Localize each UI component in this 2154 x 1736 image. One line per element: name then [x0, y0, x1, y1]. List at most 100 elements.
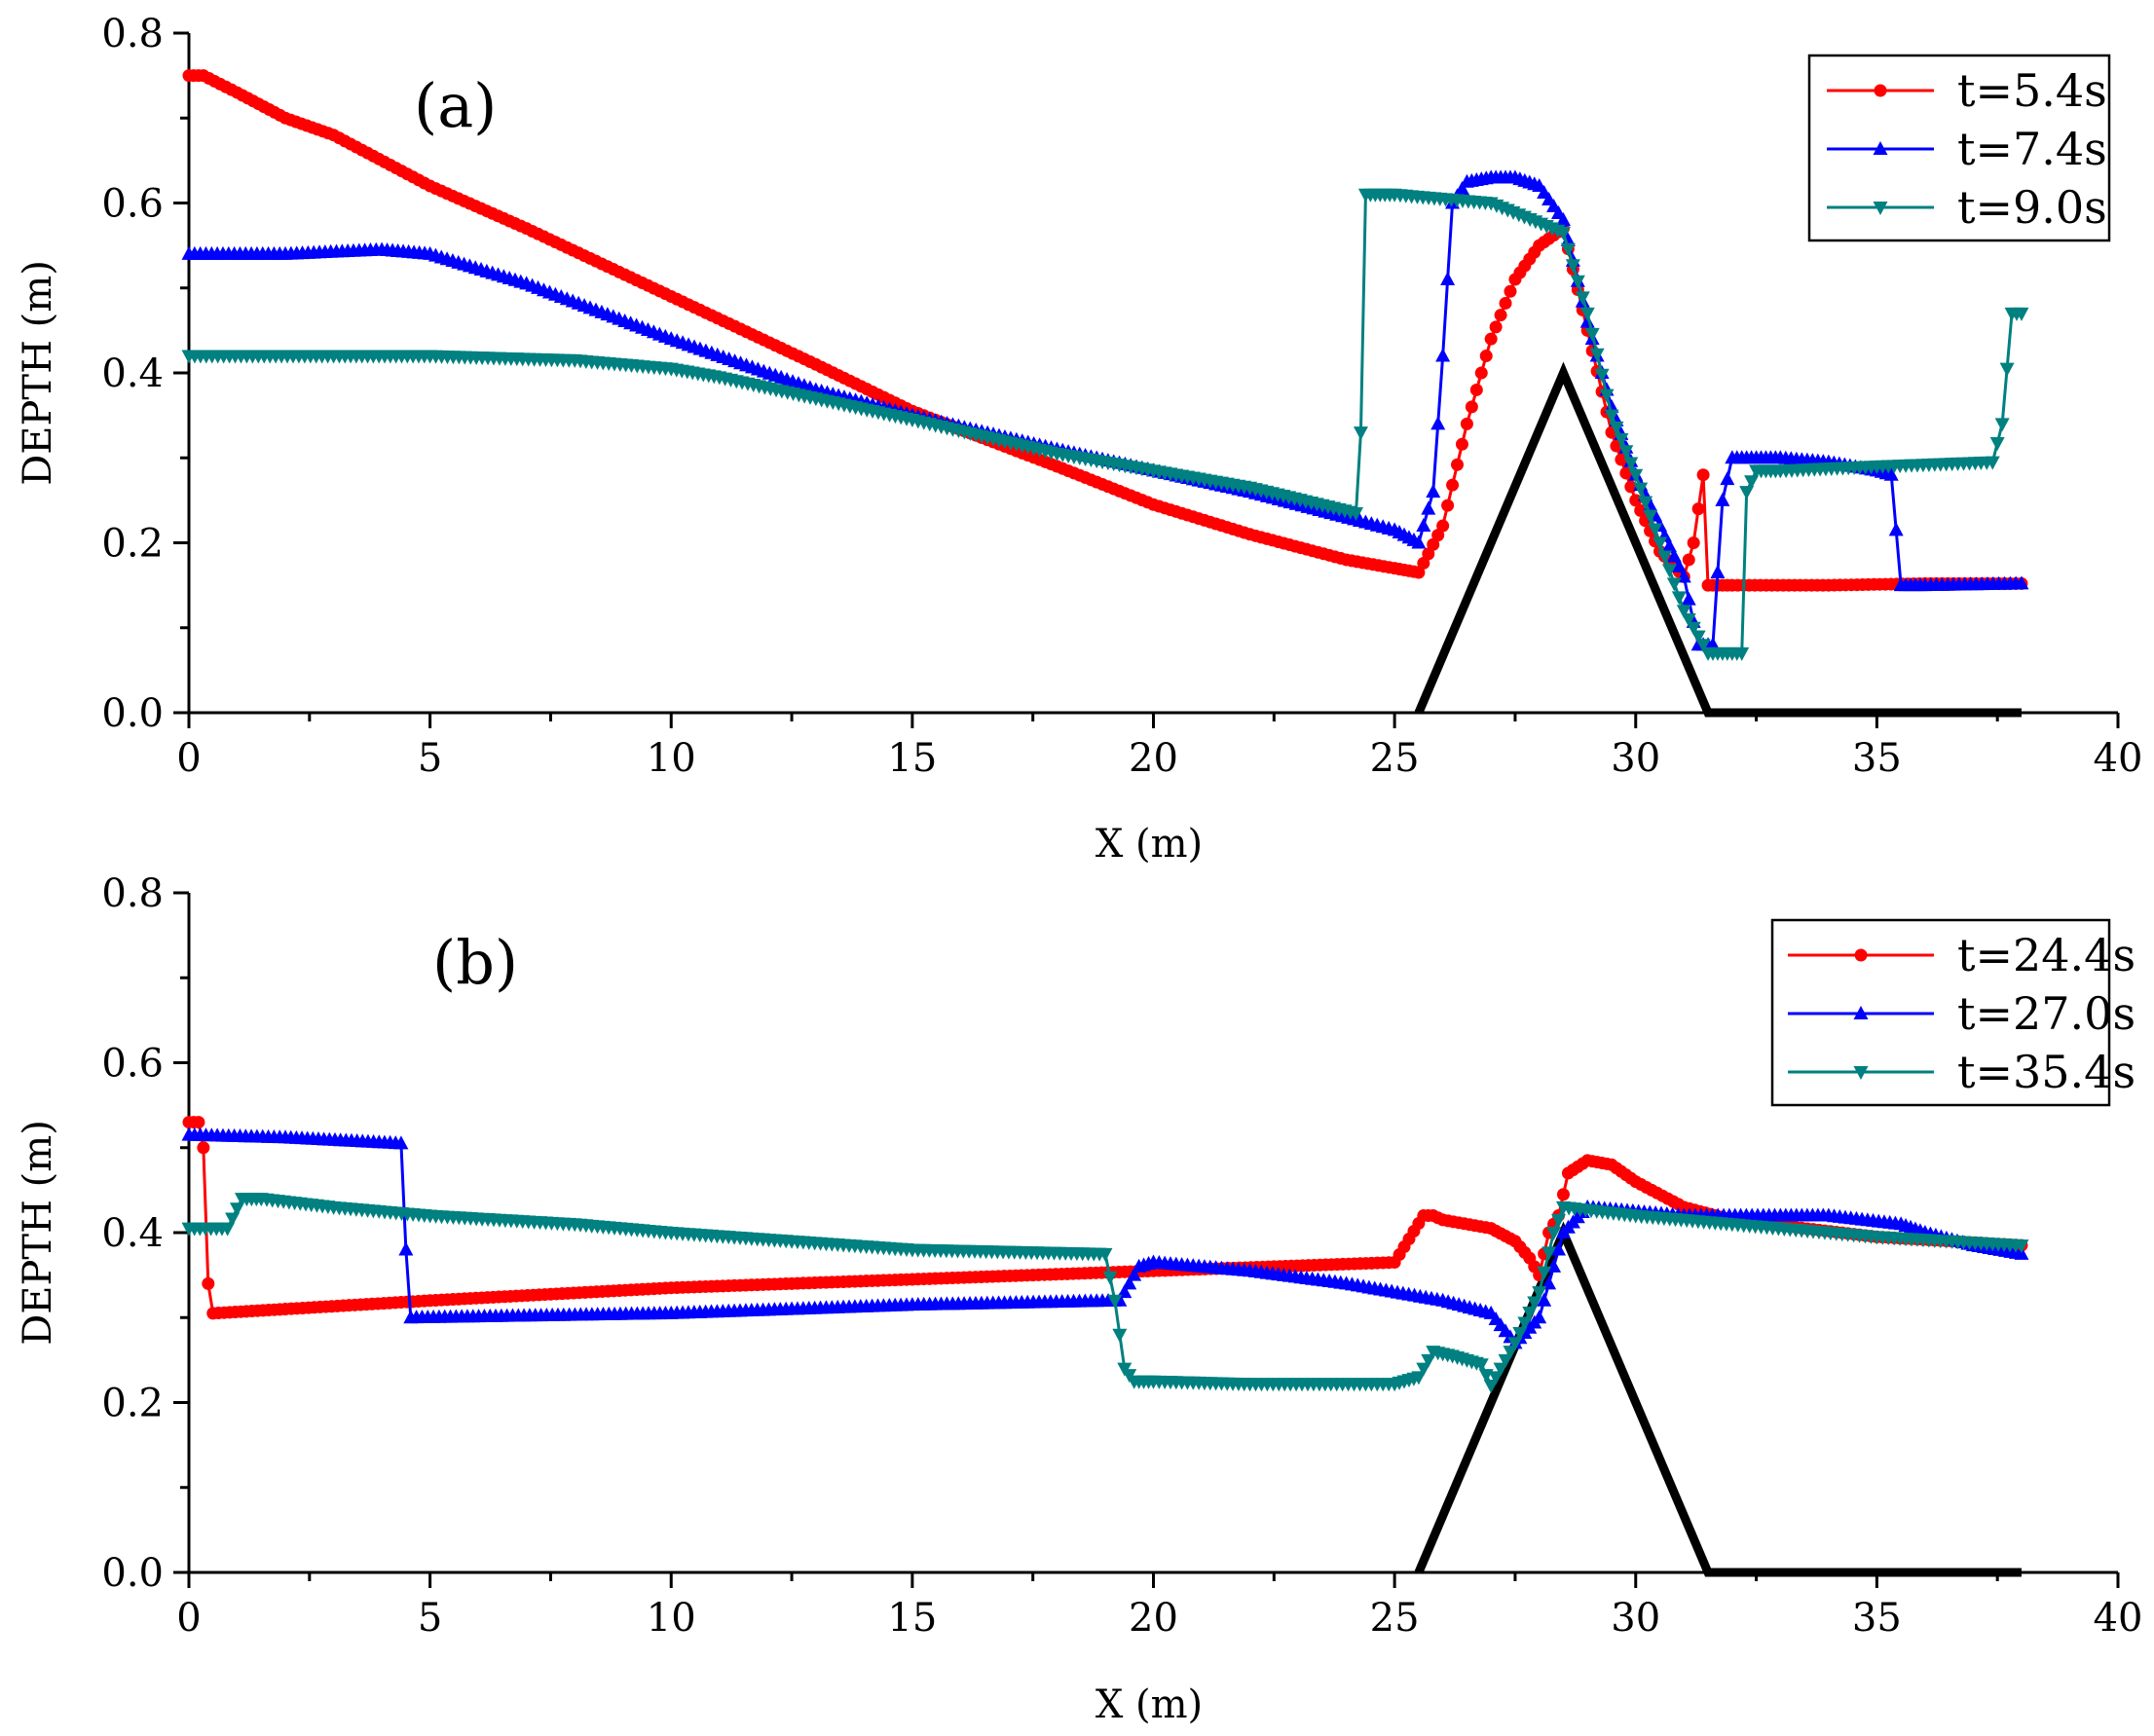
legend: t=24.4s t=27.0s t=35.4s [1770, 918, 2135, 1107]
data-point [1676, 605, 1691, 619]
data-point [1127, 1267, 1142, 1281]
data-point [1696, 468, 1710, 482]
data-point [1122, 1275, 1137, 1290]
legend-item: t=24.4s [1788, 929, 2135, 981]
data-point [1555, 211, 1571, 226]
data-point [1628, 468, 1644, 483]
data-point [1421, 1353, 1436, 1368]
data-point [1451, 458, 1465, 471]
data-point [1666, 577, 1682, 592]
series-t=27.0s [181, 1127, 2029, 1349]
data-point [1575, 291, 1590, 306]
data-point [1661, 564, 1677, 578]
y-tick-label: 0.8 [101, 871, 164, 916]
data-point [1609, 421, 1624, 435]
data-point [2014, 307, 2029, 321]
x-tick-label: 40 [2094, 736, 2143, 781]
data-point [1681, 613, 1696, 628]
data-point [1671, 591, 1687, 606]
data-point [1618, 445, 1634, 460]
data-point [1416, 1362, 1431, 1377]
data-point [1989, 436, 2005, 451]
x-tick-label: 35 [1852, 736, 1902, 781]
data-point [1435, 348, 1451, 362]
data-point [1353, 426, 1368, 441]
x-tick-label: 5 [418, 1596, 442, 1641]
data-point [398, 1241, 414, 1256]
legend-marker [1854, 948, 1868, 962]
x-tick-label: 10 [647, 736, 696, 781]
data-point [1441, 499, 1455, 512]
data-point [1484, 332, 1498, 346]
data-point [1687, 536, 1700, 549]
obstacle-profile [1414, 1221, 2022, 1577]
data-point [1411, 1371, 1427, 1385]
legend-marker [1873, 202, 1888, 215]
panel-a: 0 5 10 15 20 25 30 35 40 0.0 0.2 0.4 0.6 0.8 DEPTH (m)… [16, 12, 2142, 867]
data-point [1615, 453, 1628, 466]
legend-marker [1853, 1066, 1869, 1080]
data-point [1416, 518, 1431, 533]
data-point [1488, 1371, 1504, 1385]
data-point [1504, 284, 1517, 298]
data-point [1589, 348, 1605, 362]
data-point [1117, 1284, 1133, 1299]
data-point [1454, 180, 1469, 195]
x-tick-label: 15 [887, 736, 937, 781]
data-point [1985, 456, 2000, 470]
data-point [1422, 547, 1435, 561]
data-point [1666, 548, 1682, 563]
legend-item: t=35.4s [1788, 1046, 2135, 1098]
data-point [1594, 368, 1610, 383]
data-point [1417, 556, 1430, 570]
data-point [1102, 1271, 1118, 1285]
data-point [1584, 327, 1600, 342]
data-point [1107, 1294, 1123, 1309]
data-point [225, 1212, 241, 1227]
legend-marker [1873, 141, 1888, 155]
data-point [1411, 535, 1427, 549]
data-point [1570, 275, 1585, 289]
panel-b: 0 5 10 15 20 25 30 35 40 0.0 0.2 0.4 0.6 0.8 DEPTH (m)… [16, 871, 2142, 1727]
data-point [1465, 400, 1478, 414]
x-tick-label: 35 [1852, 1596, 1902, 1641]
data-point [1720, 471, 1735, 486]
data-point [1734, 646, 1750, 661]
legend-item: t=7.4s [1827, 123, 2107, 175]
data-point [1551, 1241, 1567, 1256]
legend-label: t=24.4s [1957, 929, 2135, 981]
data-point [1427, 537, 1440, 551]
y-tick-label: 0.2 [101, 522, 164, 567]
data-point [1681, 591, 1696, 606]
legend-marker [1874, 84, 1887, 97]
series-t=35.4s [181, 1193, 2029, 1394]
data-point [1412, 566, 1426, 579]
x-tick-label: 40 [2094, 1596, 2143, 1641]
data-point [1474, 366, 1488, 380]
data-point [1695, 639, 1711, 653]
legend-label: t=9.0s [1957, 181, 2107, 234]
series-t=9.0s [181, 188, 2029, 661]
x-tick-label: 0 [176, 1596, 201, 1641]
x-tick-label: 25 [1370, 736, 1420, 781]
legend-item: t=27.0s [1788, 987, 2135, 1040]
data-point [1440, 272, 1456, 286]
x-tick-label: 15 [887, 1596, 937, 1641]
data-point [1883, 466, 1899, 481]
data-point [1349, 506, 1364, 521]
data-point [1494, 309, 1507, 322]
data-point [1638, 496, 1653, 510]
x-tick-label: 20 [1129, 736, 1178, 781]
data-point [1604, 398, 1619, 413]
data-point [1489, 320, 1503, 334]
data-point [1537, 1292, 1552, 1307]
data-point [1421, 500, 1436, 515]
legend-marker [1853, 1006, 1869, 1019]
y-tick-label: 0.4 [101, 1211, 164, 1256]
data-point [1473, 1358, 1489, 1373]
data-point [1648, 523, 1663, 537]
data-point [1565, 259, 1580, 274]
data-point [1744, 475, 1760, 490]
data-point [1555, 227, 1571, 241]
panel-label: (a) [414, 70, 497, 141]
